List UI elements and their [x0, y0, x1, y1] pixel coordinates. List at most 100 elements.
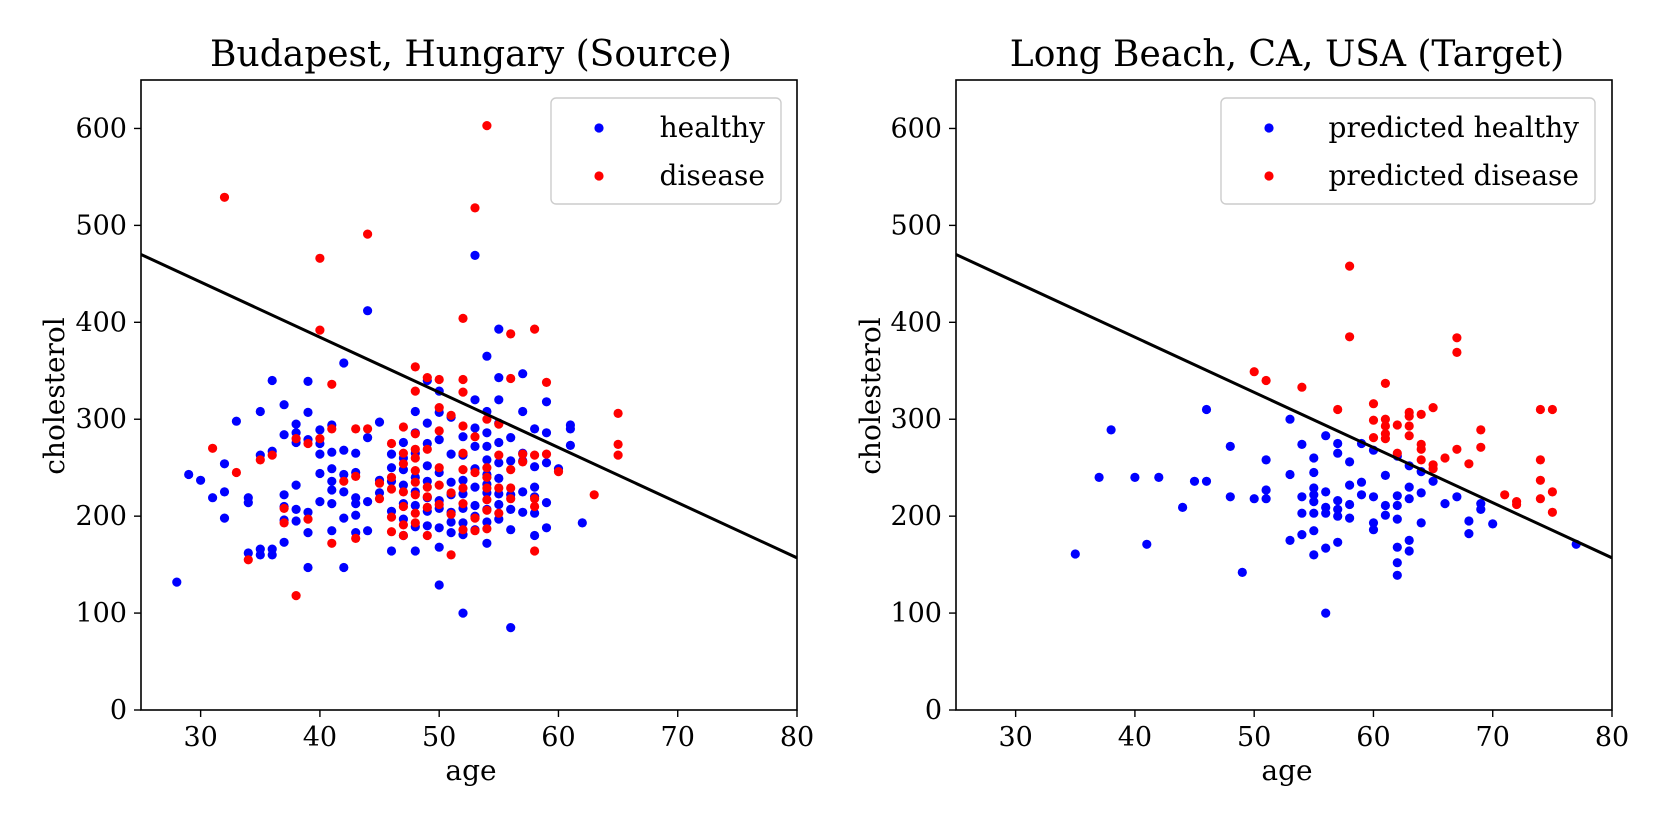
data-point	[1547, 487, 1557, 497]
data-point	[279, 518, 289, 528]
y-tick-label: 200	[890, 501, 942, 532]
data-point	[518, 487, 528, 497]
data-point	[1404, 494, 1414, 504]
data-point	[422, 461, 432, 471]
data-point	[1404, 535, 1414, 546]
data-point	[363, 497, 373, 507]
data-point	[1297, 439, 1307, 449]
data-point	[398, 422, 408, 432]
data-point	[530, 450, 540, 460]
data-point	[196, 475, 206, 485]
data-point	[1333, 504, 1343, 514]
data-point	[1404, 431, 1414, 441]
data-point	[255, 406, 265, 417]
data-point	[1547, 507, 1557, 517]
data-point	[506, 494, 516, 504]
data-point	[327, 379, 337, 389]
data-point	[291, 480, 301, 490]
data-point	[1345, 261, 1355, 271]
data-point	[351, 533, 361, 544]
data-point	[458, 465, 468, 475]
x-tick-label: 60	[1356, 722, 1390, 753]
data-point	[1392, 500, 1402, 511]
data-point	[458, 525, 468, 535]
data-point	[553, 467, 564, 477]
data-point	[1512, 499, 1522, 510]
data-point	[1333, 511, 1343, 521]
data-point	[506, 373, 516, 384]
x-tick-label: 30	[183, 722, 217, 753]
data-point	[482, 463, 492, 473]
data-point	[458, 448, 468, 458]
legend-label: predicted healthy	[1329, 111, 1580, 144]
x-tick-label: 60	[541, 722, 575, 753]
data-point	[1321, 543, 1331, 553]
y-tick-label: 100	[75, 598, 127, 629]
data-point	[434, 480, 444, 490]
data-point	[1333, 438, 1343, 449]
data-point	[494, 499, 504, 510]
data-point	[219, 192, 230, 202]
data-point	[267, 375, 277, 386]
data-point	[494, 473, 504, 483]
data-point	[1476, 442, 1486, 452]
data-point	[422, 502, 432, 512]
data-point	[398, 487, 408, 497]
data-point	[1249, 494, 1259, 504]
data-point	[410, 362, 420, 372]
data-point	[303, 514, 313, 524]
data-point	[470, 250, 480, 260]
data-point	[434, 542, 444, 552]
data-point	[398, 530, 408, 541]
data-point	[410, 466, 420, 476]
data-point	[1309, 497, 1319, 507]
data-point	[1189, 476, 1200, 486]
data-point	[482, 428, 492, 438]
data-point	[327, 447, 337, 457]
data-point	[351, 510, 361, 520]
y-tick-label: 600	[890, 113, 942, 144]
legend-box	[550, 97, 782, 205]
x-tick-label: 40	[303, 722, 337, 753]
data-point	[1368, 433, 1379, 443]
y-tick-label: 0	[110, 695, 127, 726]
data-point	[434, 435, 444, 445]
data-point	[458, 608, 468, 618]
data-point	[410, 508, 420, 518]
data-point	[303, 507, 313, 517]
data-point	[1309, 453, 1319, 463]
data-point	[327, 499, 337, 509]
data-point	[291, 516, 301, 526]
y-tick-label: 400	[890, 307, 942, 338]
data-point	[494, 373, 504, 383]
data-point	[1392, 558, 1402, 568]
data-point	[494, 324, 504, 334]
y-tick-label: 500	[890, 210, 942, 241]
data-point	[327, 464, 337, 474]
data-point	[1380, 421, 1390, 431]
data-point	[363, 433, 373, 443]
chart-title: Long Beach, CA, USA (Target)	[1010, 34, 1564, 75]
data-point	[267, 544, 277, 554]
data-point	[410, 500, 420, 511]
data-point	[279, 503, 289, 513]
data-point	[1452, 347, 1462, 357]
data-point	[458, 518, 468, 528]
data-point	[243, 498, 253, 508]
data-point	[1356, 490, 1367, 500]
data-point	[1368, 525, 1379, 535]
data-point	[482, 351, 492, 361]
scatter-panel-source: Budapest, Hungary (Source) age cholester…	[38, 34, 814, 787]
data-point	[398, 480, 408, 490]
data-point	[1368, 415, 1379, 425]
data-point	[565, 424, 576, 434]
data-point	[410, 518, 420, 528]
data-point	[1547, 404, 1557, 415]
data-point	[434, 403, 444, 413]
data-point	[208, 493, 218, 503]
data-point	[1154, 472, 1164, 482]
chart-title: Budapest, Hungary (Source)	[210, 34, 732, 75]
data-point	[458, 483, 468, 493]
data-point	[1368, 492, 1379, 502]
data-point	[172, 577, 182, 587]
